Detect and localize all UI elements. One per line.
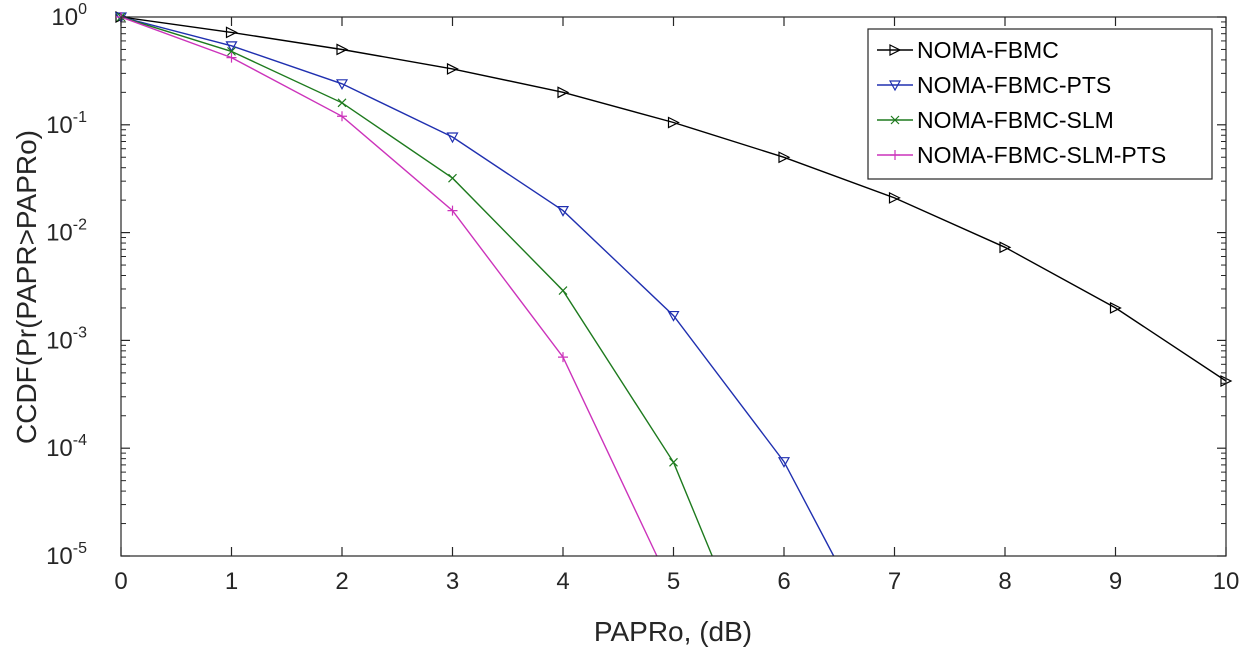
y-tick-base: 10 xyxy=(46,543,73,570)
series-line xyxy=(120,16,658,557)
series-noma-fbmc-slm-pts xyxy=(116,12,658,557)
x-tick-label: 2 xyxy=(335,568,348,595)
y-tick-base: 10 xyxy=(46,112,73,139)
x-tick-label: 0 xyxy=(114,568,127,595)
data-point xyxy=(446,62,459,75)
legend: NOMA-FBMC NOMA-FBMC-PTS NOMA-FBMC-SLM NOMA-… xyxy=(867,28,1213,180)
y-axis-label: CCDF(Pr(PAPR>PAPRo) xyxy=(11,130,42,444)
data-point xyxy=(778,151,791,164)
data-point xyxy=(227,46,236,56)
plot-frame xyxy=(120,16,1227,557)
legend-entry: NOMA-FBMC-SLM-PTS xyxy=(877,142,1166,168)
y-tick-exponent: -4 xyxy=(73,432,87,449)
y-tick-exponent: 0 xyxy=(78,1,87,18)
legend-label: NOMA-FBMC-SLM-PTS xyxy=(917,142,1166,168)
y-tick-label: 10-2 xyxy=(46,217,87,247)
legend-label: NOMA-FBMC-PTS xyxy=(917,72,1111,98)
legend-entry: NOMA-FBMC xyxy=(877,37,1059,63)
y-tick-label: 10-4 xyxy=(46,432,87,462)
legend-box xyxy=(867,28,1213,180)
x-tick-label: 6 xyxy=(777,568,790,595)
data-point xyxy=(447,205,458,216)
x-tick-label: 3 xyxy=(446,568,459,595)
y-tick-label: 10-3 xyxy=(46,324,87,354)
legend-label: NOMA-FBMC-SLM xyxy=(917,107,1114,133)
data-point xyxy=(225,41,238,53)
x-tick-label: 7 xyxy=(888,568,901,595)
series-layer xyxy=(114,11,1233,557)
x-axis-ticks: 0 1 2 3 4 5 6 7 8 9 10 xyxy=(114,17,1239,595)
legend-marker xyxy=(890,150,900,160)
y-tick-base: 10 xyxy=(46,435,73,462)
x-tick-label: 1 xyxy=(225,568,238,595)
data-point xyxy=(999,241,1012,254)
y-tick-exponent: -3 xyxy=(73,324,87,341)
y-tick-base: 10 xyxy=(51,4,78,31)
x-axis-label: PAPRo, (dB) xyxy=(594,616,752,647)
data-point xyxy=(1109,301,1122,314)
x-tick-label: 5 xyxy=(667,568,680,595)
data-point xyxy=(777,457,791,468)
legend-marker xyxy=(889,44,902,56)
y-tick-label: 100 xyxy=(51,1,87,31)
y-tick-exponent: -5 xyxy=(73,540,87,557)
x-tick-label: 4 xyxy=(556,568,569,595)
data-point xyxy=(336,43,349,56)
data-point xyxy=(335,79,349,91)
data-point xyxy=(556,205,570,217)
data-point xyxy=(667,116,680,129)
data-point xyxy=(558,352,568,363)
x-tick-label: 8 xyxy=(998,568,1011,595)
x-tick-label: 10 xyxy=(1213,568,1240,595)
series-line xyxy=(120,16,1227,382)
y-tick-label: 10-5 xyxy=(46,540,87,570)
legend-entry: NOMA-FBMC-SLM xyxy=(877,107,1114,133)
data-point xyxy=(448,173,457,183)
data-point xyxy=(337,111,347,122)
series-noma-fbmc-pts xyxy=(114,12,835,557)
data-point xyxy=(557,86,570,99)
y-tick-base: 10 xyxy=(46,220,73,247)
data-point xyxy=(669,457,678,467)
legend-marker xyxy=(890,115,900,125)
data-point xyxy=(225,26,238,39)
legend-marker xyxy=(888,80,902,92)
data-point xyxy=(667,310,680,322)
y-tick-exponent: -1 xyxy=(73,109,87,126)
series-line xyxy=(120,16,835,557)
data-point xyxy=(558,286,568,295)
data-point xyxy=(888,191,901,204)
legend-entry: NOMA-FBMC-PTS xyxy=(877,72,1111,98)
y-tick-label: 10-1 xyxy=(46,109,87,139)
data-point xyxy=(226,52,237,63)
y-tick-exponent: -2 xyxy=(73,217,87,234)
legend-label: NOMA-FBMC xyxy=(917,37,1059,63)
data-point xyxy=(446,132,459,144)
x-tick-label: 9 xyxy=(1109,568,1122,595)
data-point xyxy=(337,98,347,108)
y-tick-base: 10 xyxy=(46,327,73,354)
